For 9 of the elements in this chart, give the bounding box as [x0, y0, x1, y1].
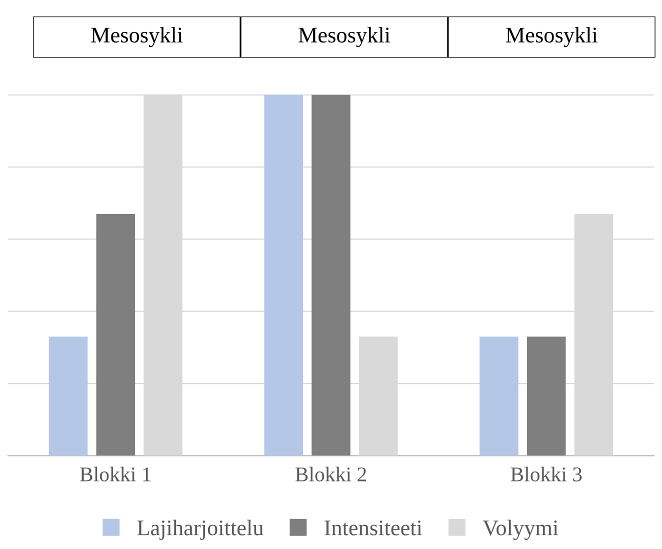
x-tick-label: Blokki 2	[295, 466, 366, 482]
x-tick-label: Blokki 3	[510, 466, 582, 482]
x-tick-label: Blokki 1	[80, 466, 151, 482]
text: Mesosykli	[91, 26, 183, 48]
text: Mesosykli	[506, 26, 598, 48]
legend-label: Intensiteeti	[324, 520, 422, 536]
legend-label: Volyymi	[482, 520, 558, 540]
text: Mesosykli	[298, 26, 390, 48]
legend-label: Lajiharjoittelu	[137, 520, 264, 540]
